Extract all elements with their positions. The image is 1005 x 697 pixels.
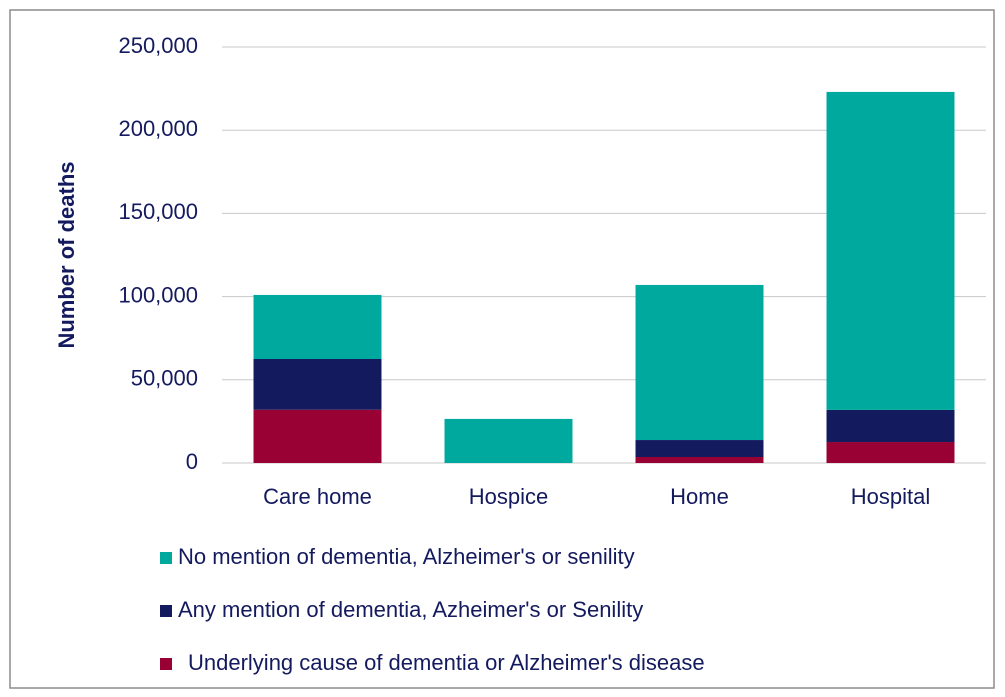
- legend-label: Any mention of dementia, Azheimer's or S…: [178, 597, 643, 622]
- bar-segment: [444, 418, 573, 463]
- bar-segment: [253, 409, 382, 463]
- y-tick-label: 50,000: [131, 366, 198, 391]
- x-tick-label: Hospital: [851, 484, 930, 509]
- bar-segment: [826, 409, 955, 443]
- legend-swatch: [160, 605, 172, 617]
- bar-segment: [826, 442, 955, 463]
- x-tick-label: Home: [670, 484, 729, 509]
- y-tick-label: 200,000: [118, 116, 198, 141]
- x-tick-label: Care home: [263, 484, 372, 509]
- y-tick-label: 150,000: [118, 199, 198, 224]
- y-tick-label: 250,000: [118, 33, 198, 58]
- y-tick-label: 100,000: [118, 282, 198, 307]
- legend-label: Underlying cause of dementia or Alzheime…: [188, 650, 705, 675]
- bar-segment: [635, 284, 764, 441]
- bar-segment: [635, 457, 764, 463]
- y-axis-label: Number of deaths: [54, 161, 79, 348]
- legend-swatch: [160, 658, 172, 670]
- bar-segment: [253, 294, 382, 359]
- legend-label: No mention of dementia, Alzheimer's or s…: [178, 544, 635, 569]
- y-tick-label: 0: [186, 449, 198, 474]
- bar-segment: [253, 359, 382, 410]
- bar-segment: [826, 91, 955, 410]
- bar-segment: [635, 440, 764, 458]
- x-tick-label: Hospice: [469, 484, 548, 509]
- legend-swatch: [160, 552, 172, 564]
